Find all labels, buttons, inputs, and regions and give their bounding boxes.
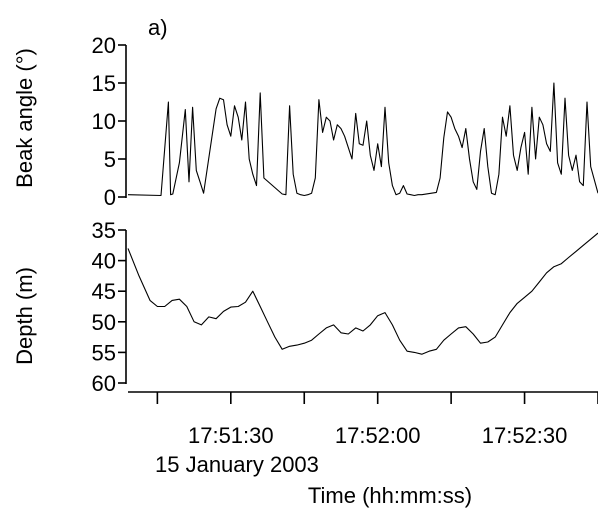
- depth-panel: 35 40 45 50 55 60: [92, 218, 598, 396]
- depth-axis-label: Depth (m): [12, 267, 37, 365]
- depth-tick-label: 50: [92, 310, 116, 335]
- beak-angle-tick-label: 15: [92, 71, 116, 96]
- x-axis-label: Time (hh:mm:ss): [308, 483, 472, 508]
- beak-angle-axis-label: Beak angle (°): [12, 48, 37, 188]
- x-tick-label: 17:52:00: [335, 423, 421, 448]
- time-axis: 17:51:30 17:52:00 17:52:30: [128, 391, 598, 448]
- date-label: 15 January 2003: [155, 452, 319, 477]
- beak-angle-tick-label: 20: [92, 33, 116, 58]
- panel-label: a): [148, 15, 168, 40]
- depth-series-line: [127, 232, 598, 355]
- beak-angle-tick-label: 5: [104, 147, 116, 172]
- depth-tick-label: 40: [92, 249, 116, 274]
- beak-angle-tick-label: 10: [92, 109, 116, 134]
- depth-tick-label: 60: [92, 371, 116, 396]
- depth-tick-label: 45: [92, 279, 116, 304]
- depth-tick-label: 55: [92, 340, 116, 365]
- beak-angle-panel: 0 5 10 15 20: [92, 33, 598, 210]
- beak-angle-series-line: [127, 82, 598, 197]
- beak-angle-tick-label: 0: [104, 185, 116, 210]
- depth-tick-label: 35: [92, 218, 116, 243]
- x-tick-label: 17:52:30: [482, 423, 568, 448]
- x-tick-label: 17:51:30: [188, 423, 274, 448]
